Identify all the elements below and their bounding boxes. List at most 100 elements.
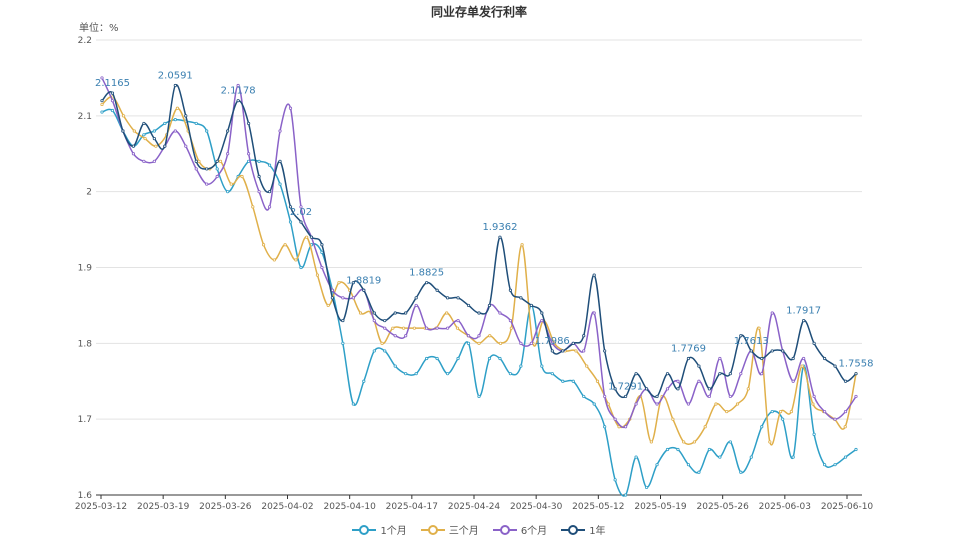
data-point <box>341 296 345 300</box>
data-point <box>142 121 146 126</box>
x-tick-label: 2025-05-19 <box>634 502 687 512</box>
data-point <box>240 174 244 179</box>
data-point <box>391 326 395 330</box>
data-point <box>791 455 795 459</box>
data-point <box>226 152 230 156</box>
data-point <box>404 334 408 338</box>
data-point <box>152 129 156 133</box>
data-point <box>175 106 179 110</box>
data-point <box>251 205 255 209</box>
data-label: 2.1165 <box>95 78 130 89</box>
data-point <box>624 493 628 497</box>
data-point <box>529 303 533 308</box>
data-point <box>100 110 104 114</box>
data-point <box>585 364 589 368</box>
data-point <box>655 394 659 399</box>
series-line-2 <box>101 95 857 446</box>
x-tick-label: 2025-06-03 <box>759 502 811 512</box>
data-point <box>791 379 795 383</box>
data-point <box>320 265 324 270</box>
data-point <box>778 409 783 414</box>
data-point <box>529 341 533 345</box>
data-point <box>812 341 816 345</box>
x-tick-label: 2025-04-24 <box>448 502 501 512</box>
data-point <box>843 455 848 459</box>
x-tick-label: 2025-03-26 <box>199 502 252 512</box>
data-point <box>267 190 272 194</box>
data-point <box>393 311 397 315</box>
data-point <box>425 281 429 285</box>
data-point <box>488 334 492 338</box>
data-point <box>812 432 816 436</box>
legend-label: 1个月 <box>380 526 407 537</box>
data-point <box>854 372 858 376</box>
data-point <box>110 99 115 103</box>
data-point <box>299 265 303 270</box>
data-point <box>477 341 481 345</box>
y-tick-label: 2 <box>86 188 92 198</box>
legend-label: 6个月 <box>520 526 548 537</box>
y-axis-unit-label: 单位：% <box>79 23 119 34</box>
data-point <box>697 470 701 474</box>
data-point <box>634 455 638 459</box>
data-point <box>833 364 837 368</box>
data-point <box>267 205 272 209</box>
data-point <box>781 417 785 421</box>
data-point <box>152 159 156 163</box>
data-point <box>603 425 607 429</box>
data-point <box>676 379 680 383</box>
data-point <box>257 174 261 179</box>
data-point <box>341 341 345 345</box>
data-point <box>791 356 795 361</box>
data-point <box>697 364 701 368</box>
data-point <box>173 118 177 122</box>
data-label: 2.1178 <box>221 86 256 97</box>
data-point <box>247 121 251 126</box>
data-point <box>456 356 460 361</box>
series-line-4 <box>101 84 857 399</box>
data-point <box>393 364 397 368</box>
data-point <box>487 356 492 361</box>
legend-swatch <box>561 524 586 535</box>
data-point <box>229 182 233 186</box>
data-point <box>445 326 450 330</box>
data-point <box>100 102 104 107</box>
data-point <box>362 379 366 383</box>
data-point <box>739 372 743 376</box>
data-point <box>592 311 596 315</box>
legend-item[interactable]: 6个月 <box>492 522 548 537</box>
data-point <box>326 303 330 308</box>
data-point <box>718 356 722 361</box>
data-point <box>760 356 764 361</box>
data-point <box>215 159 219 163</box>
data-point <box>676 387 680 391</box>
legend[interactable]: 1个月 三个月 6个月 1年 <box>0 522 958 537</box>
data-point <box>686 463 691 467</box>
data-point <box>380 341 384 345</box>
data-point <box>309 235 314 239</box>
data-point <box>358 311 363 315</box>
data-point <box>644 387 649 391</box>
data-point <box>686 402 691 406</box>
y-tick-label: 2.1 <box>78 112 92 122</box>
data-point <box>550 349 554 353</box>
data-point <box>163 144 167 148</box>
data-point <box>110 108 115 113</box>
data-point <box>194 159 198 163</box>
legend-item[interactable]: 1个月 <box>352 522 407 537</box>
data-point <box>789 409 793 414</box>
legend-swatch <box>420 524 445 535</box>
legend-item[interactable]: 1年 <box>561 522 606 537</box>
data-point <box>707 394 711 399</box>
data-point <box>697 379 701 383</box>
data-label: 1.7986 <box>535 336 570 347</box>
data-point <box>676 447 680 452</box>
x-tick-label: 2025-03-19 <box>137 502 190 512</box>
data-point <box>665 387 670 391</box>
data-point <box>768 440 772 444</box>
data-point <box>142 133 146 137</box>
legend-label: 三个月 <box>448 526 479 537</box>
legend-item[interactable]: 三个月 <box>420 522 479 537</box>
data-point <box>592 402 596 406</box>
data-point <box>686 356 691 361</box>
